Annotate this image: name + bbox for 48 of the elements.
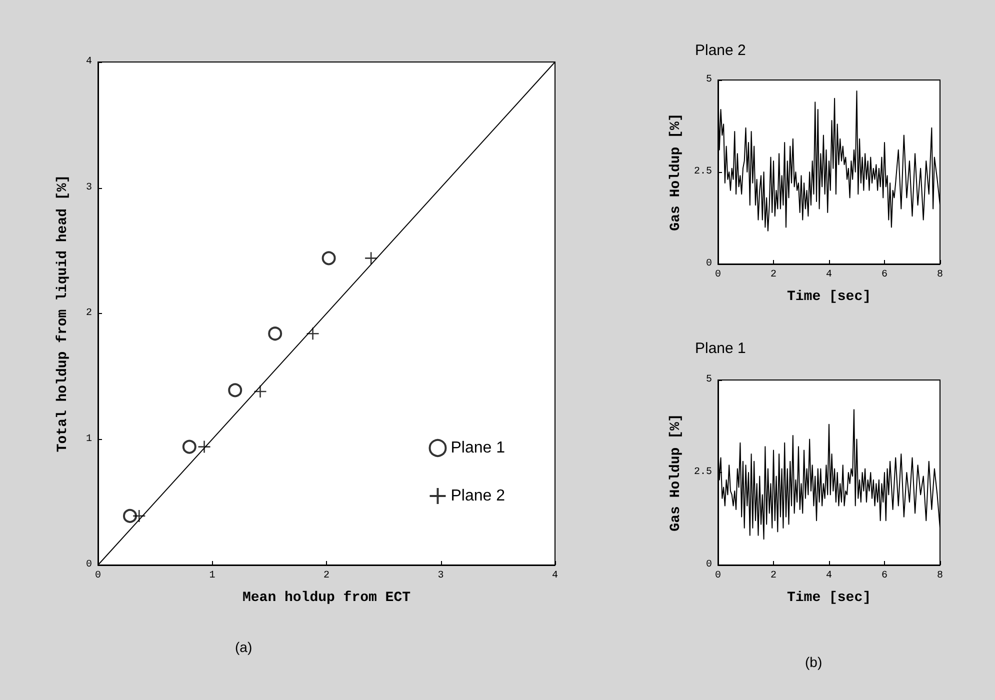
text: (a): [235, 639, 252, 655]
y-tick-label: 1: [86, 434, 92, 445]
x-tick-label: 1: [209, 570, 216, 582]
point: [364, 252, 378, 265]
x-axis-title: Mean holdup from ECT: [242, 590, 411, 606]
x-tick-label: 4: [826, 570, 832, 582]
x-tick-label: 2: [323, 570, 330, 582]
x-tick-label: 4: [552, 570, 558, 582]
point: [254, 384, 267, 398]
point: [198, 440, 211, 454]
x-tick-label: 0: [714, 270, 722, 280]
y-tick-label: 2.5: [694, 467, 712, 478]
x-tick-label: 2: [770, 270, 777, 280]
x-tick-label: 8: [936, 270, 944, 280]
y-tick-label: 2.5: [694, 166, 712, 178]
point: [182, 440, 196, 454]
y-axis-title: Total holdup from liquid head [%]: [55, 174, 71, 452]
x-axis-title: Time [sec]: [786, 289, 872, 305]
x-tick-label: 4: [826, 270, 832, 280]
point: [123, 508, 137, 523]
point: [132, 509, 146, 523]
chart-title: Plane 2: [695, 42, 746, 59]
legend-label: Plane 2: [450, 488, 506, 504]
text: (b): [805, 654, 822, 670]
chart-title: Plane 1: [695, 340, 746, 357]
y-tick-label: 5: [706, 374, 712, 386]
x-tick-label: 3: [438, 570, 444, 582]
x-axis-title: Time [sec]: [786, 590, 872, 606]
y-tick-label: 2: [86, 308, 92, 319]
y-tick-label: 3: [86, 182, 92, 194]
x-tick-label: 8: [936, 570, 944, 582]
point: [268, 326, 282, 341]
y-axis-title: Gas Holdup [%]: [668, 113, 684, 231]
legend-label: Plane 1: [450, 440, 506, 456]
x-tick-label: 0: [94, 570, 102, 582]
x-tick-label: 0: [714, 570, 722, 582]
y-tick-label: 0: [706, 258, 712, 270]
point: [322, 251, 336, 266]
y-tick-label: 0: [86, 560, 92, 570]
point: [228, 383, 242, 398]
y-tick-label: 0: [706, 560, 712, 570]
x-tick-label: 6: [881, 270, 888, 280]
x-tick-label: 6: [881, 570, 888, 582]
point: [306, 326, 320, 340]
x-tick-label: 2: [770, 570, 777, 582]
y-tick-label: 5: [706, 74, 712, 86]
y-tick-label: 4: [86, 56, 92, 68]
y-axis-title: Gas Holdup [%]: [668, 414, 684, 532]
